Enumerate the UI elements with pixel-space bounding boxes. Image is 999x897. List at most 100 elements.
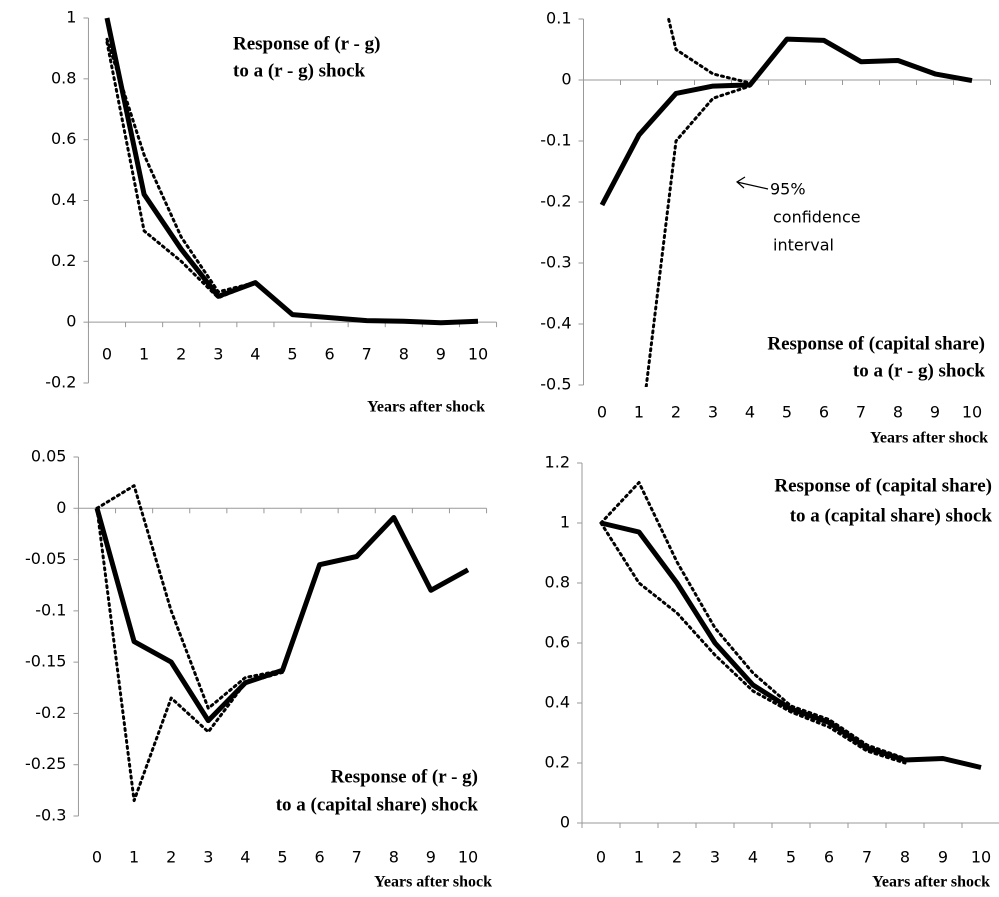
x-axis-title: Years after shock [872, 874, 990, 891]
x-tick-label: 5 [287, 345, 297, 364]
x-axis-title: Years after shock [367, 399, 485, 416]
panel: -0.3 -0.25 -0.2 -0.15 -0.1 -0.05 0 0.05 0 1 2 3 4 5 6 7… [25, 447, 492, 891]
x-tick-label: 7 [862, 848, 872, 867]
x-tick-label: 5 [782, 403, 792, 422]
y-tick-label: 0.1 [546, 9, 571, 28]
y-tick-label: 0 [66, 312, 76, 331]
y-tick-label: 1 [66, 8, 76, 27]
y-tick-label: 0.4 [545, 693, 570, 712]
y-tick-label: 0 [56, 498, 66, 517]
x-tick-label: 6 [824, 848, 834, 867]
y-tick-label: 0.8 [545, 573, 570, 592]
annotation: 95% [770, 180, 806, 199]
y-tick-label: 0.6 [51, 129, 76, 148]
x-tick-label: 7 [856, 403, 866, 422]
x-tick-label: 1 [634, 848, 644, 867]
y-tick-label: -0.1 [540, 131, 571, 150]
annotation: confidence [773, 208, 861, 227]
panel-title: Response of (capital share) [774, 475, 992, 496]
response-line [599, 36, 973, 207]
x-tick-label: 10 [458, 848, 478, 867]
confidence-line [644, 84, 752, 387]
x-tick-label: 10 [971, 848, 991, 867]
y-tick-label: 0.6 [545, 633, 570, 652]
panel-title: Response of (r - g) [331, 766, 478, 787]
x-tick-label: 6 [325, 345, 335, 364]
confidence-line [105, 40, 257, 300]
x-tick-label: 4 [240, 848, 250, 867]
annotation-arrow [735, 176, 769, 190]
x-tick-label: 0 [597, 403, 607, 422]
annotation: interval [773, 236, 834, 255]
x-tick-label: 8 [893, 403, 903, 422]
confidence-line [95, 484, 284, 710]
x-axis-title: Years after shock [374, 874, 492, 891]
y-tick-label: -0.5 [540, 375, 571, 394]
x-tick-label: 1 [139, 345, 149, 364]
x-tick-label: 7 [362, 345, 372, 364]
y-tick-label: 1 [560, 513, 570, 532]
y-tick-label: 0.05 [31, 447, 67, 466]
x-tick-label: 2 [166, 848, 176, 867]
y-tick-label: 0.2 [51, 251, 76, 270]
x-tick-label: 5 [277, 848, 287, 867]
confidence-line [666, 17, 752, 85]
panel-title: to a (r - g) shock [233, 60, 366, 81]
x-tick-label: 5 [786, 848, 796, 867]
x-tick-label: 6 [819, 403, 829, 422]
x-tick-label: 6 [315, 848, 325, 867]
panel: -0.5 -0.4 -0.3 -0.2 -0.1 0 0.1 0 1 2 3 4 5 6 7 8 9 10 Year… [540, 9, 991, 447]
response-line [600, 520, 982, 770]
x-tick-label: 3 [708, 403, 718, 422]
y-tick-label: 0.8 [51, 68, 76, 87]
y-tick-label: -0.1 [35, 600, 66, 619]
x-tick-label: 8 [900, 848, 910, 867]
confidence-line [599, 521, 907, 765]
response-line [104, 17, 479, 326]
x-tick-label: 8 [399, 345, 409, 364]
x-tick-label: 0 [596, 848, 606, 867]
x-tick-label: 0 [92, 848, 102, 867]
y-tick-label: -0.2 [540, 192, 571, 211]
y-tick-label: 0.4 [51, 190, 76, 209]
y-tick-label: -0.2 [35, 703, 66, 722]
panel-title: Response of (r - g) [233, 33, 380, 54]
y-tick-label: -0.3 [35, 806, 66, 825]
panel-title: to a (capital share) shock [276, 794, 479, 815]
y-tick-label: -0.15 [25, 652, 66, 671]
x-tick-label: 0 [102, 345, 112, 364]
y-tick-label: -0.05 [25, 549, 66, 568]
confidence-line [599, 481, 907, 760]
response-line [94, 507, 470, 724]
x-tick-label: 2 [176, 345, 186, 364]
panel-title: to a (r - g) shock [853, 360, 986, 381]
y-tick-label: 0.2 [545, 753, 570, 772]
confidence-line [95, 506, 284, 803]
y-tick-label: -0.2 [45, 373, 76, 392]
x-tick-label: 4 [745, 403, 755, 422]
y-tick-label: 0 [560, 813, 570, 832]
x-tick-label: 1 [129, 848, 139, 867]
x-tick-label: 9 [436, 345, 446, 364]
y-tick-label: -0.4 [540, 314, 571, 333]
panel: 0 0.2 0.4 0.6 0.8 1 1.2 0 1 2 3 4 5 6 7 8 9 10 Years after… [545, 453, 999, 891]
x-tick-label: 3 [710, 848, 720, 867]
y-tick-label: 1.2 [545, 453, 570, 472]
y-tick-label: 0 [561, 70, 571, 89]
x-tick-label: 3 [213, 345, 223, 364]
panel-title: Response of (capital share) [767, 333, 985, 354]
x-tick-label: 9 [930, 403, 940, 422]
y-tick-label: -0.3 [540, 253, 571, 272]
x-tick-label: 8 [389, 848, 399, 867]
x-tick-label: 3 [203, 848, 213, 867]
x-tick-label: 4 [748, 848, 758, 867]
x-tick-label: 9 [426, 848, 436, 867]
x-tick-label: 10 [468, 345, 488, 364]
x-tick-label: 2 [672, 848, 682, 867]
confidence-line [105, 37, 257, 294]
x-axis-title: Years after shock [870, 430, 988, 447]
x-tick-label: 4 [250, 345, 260, 364]
x-tick-label: 1 [634, 403, 644, 422]
